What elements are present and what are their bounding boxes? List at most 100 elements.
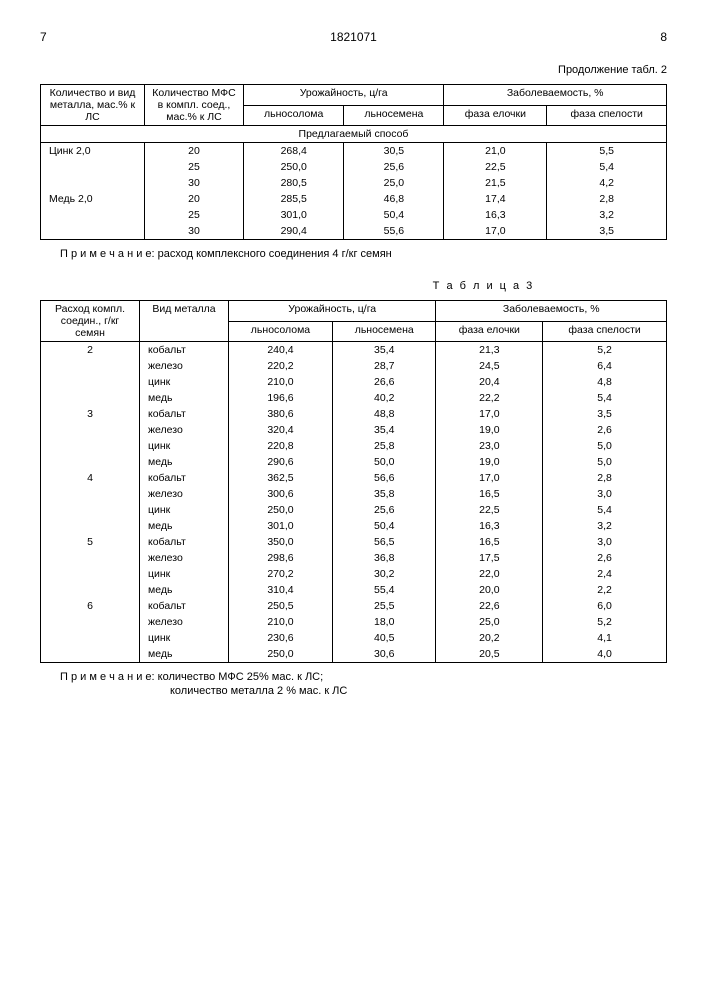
t3-y1: 220,8 <box>229 438 333 454</box>
t3-y1: 210,0 <box>229 614 333 630</box>
t3-d1: 16,3 <box>436 518 543 534</box>
t3-y2: 18,0 <box>332 614 435 630</box>
t3-rate <box>41 566 140 582</box>
t3-metal: железо <box>140 358 229 374</box>
t3-d2: 2,2 <box>543 582 667 598</box>
t3-d2: 5,0 <box>543 438 667 454</box>
t3-y1: 196,6 <box>229 390 333 406</box>
t3-rate: 6 <box>41 598 140 614</box>
t3-y2: 50,4 <box>332 518 435 534</box>
t3-metal: кобальт <box>140 406 229 422</box>
t3-rate <box>41 374 140 390</box>
t2-d1: 21,0 <box>444 143 547 160</box>
t3-h-d1: фаза елочки <box>436 321 543 342</box>
t3-y2: 48,8 <box>332 406 435 422</box>
t2-d2: 4,2 <box>547 175 667 191</box>
t3-d1: 16,5 <box>436 534 543 550</box>
t3-metal: цинк <box>140 502 229 518</box>
t2-mfs: 20 <box>145 191 244 207</box>
t3-metal: железо <box>140 614 229 630</box>
t2-mfs: 30 <box>145 175 244 191</box>
t3-rate: 4 <box>41 470 140 486</box>
t3-metal: цинк <box>140 374 229 390</box>
t3-d1: 23,0 <box>436 438 543 454</box>
t3-d1: 17,0 <box>436 406 543 422</box>
t3-rate <box>41 358 140 374</box>
t3-y1: 210,0 <box>229 374 333 390</box>
t3-d1: 22,2 <box>436 390 543 406</box>
t2-section: Предлагаемый способ <box>41 126 667 143</box>
t3-rate: 3 <box>41 406 140 422</box>
t2-y1: 280,5 <box>244 175 344 191</box>
t3-metal: медь <box>140 582 229 598</box>
t3-d2: 3,2 <box>543 518 667 534</box>
t3-rate <box>41 454 140 470</box>
t2-metal <box>41 223 145 240</box>
t2-h-col1: Количество и вид металла, мас.% к ЛС <box>41 85 145 126</box>
t2-d2: 5,4 <box>547 159 667 175</box>
t3-d2: 6,4 <box>543 358 667 374</box>
t3-h-y1: льносолома <box>229 321 333 342</box>
t2-y2: 55,6 <box>344 223 444 240</box>
t2-mfs: 30 <box>145 223 244 240</box>
t3-h-y2: льносемена <box>332 321 435 342</box>
t3-y2: 25,8 <box>332 438 435 454</box>
t2-d2: 5,5 <box>547 143 667 160</box>
t3-d1: 22,5 <box>436 502 543 518</box>
t3-d1: 20,2 <box>436 630 543 646</box>
t3-y2: 30,2 <box>332 566 435 582</box>
note-table3a: П р и м е ч а н и е: количество МФС 25% … <box>60 671 667 683</box>
doc-number: 1821071 <box>330 30 377 44</box>
t3-d1: 20,5 <box>436 646 543 663</box>
t3-d1: 17,0 <box>436 470 543 486</box>
t3-y1: 320,4 <box>229 422 333 438</box>
t2-d1: 17,4 <box>444 191 547 207</box>
t2-y1: 301,0 <box>244 207 344 223</box>
t3-rate <box>41 390 140 406</box>
t3-metal: кобальт <box>140 342 229 359</box>
t3-y1: 298,6 <box>229 550 333 566</box>
t3-d2: 5,2 <box>543 342 667 359</box>
t3-d1: 19,0 <box>436 454 543 470</box>
t2-metal <box>41 159 145 175</box>
t2-mfs: 20 <box>145 143 244 160</box>
t3-d1: 16,5 <box>436 486 543 502</box>
table3-title: Т а б л и ц а 3 <box>300 280 667 292</box>
t2-d1: 21,5 <box>444 175 547 191</box>
t3-metal: железо <box>140 422 229 438</box>
t3-y2: 35,4 <box>332 422 435 438</box>
t2-d2: 3,5 <box>547 223 667 240</box>
t3-rate <box>41 630 140 646</box>
t3-d1: 19,0 <box>436 422 543 438</box>
t3-y1: 310,4 <box>229 582 333 598</box>
t3-y1: 250,5 <box>229 598 333 614</box>
t2-h-disease: Заболеваемость, % <box>444 85 667 106</box>
t3-metal: цинк <box>140 630 229 646</box>
t3-d2: 2,6 <box>543 550 667 566</box>
t3-metal: цинк <box>140 438 229 454</box>
t3-d2: 5,4 <box>543 390 667 406</box>
t3-metal: кобальт <box>140 598 229 614</box>
t2-h-yield: Урожайность, ц/га <box>244 85 444 106</box>
t3-d2: 6,0 <box>543 598 667 614</box>
t2-y1: 290,4 <box>244 223 344 240</box>
t3-metal: медь <box>140 518 229 534</box>
t2-metal: Цинк 2,0 <box>41 143 145 160</box>
t2-y1: 250,0 <box>244 159 344 175</box>
t3-rate <box>41 422 140 438</box>
t3-rate <box>41 502 140 518</box>
t3-y1: 301,0 <box>229 518 333 534</box>
page-header: 7 1821071 8 <box>40 30 667 44</box>
t3-rate <box>41 438 140 454</box>
t3-y1: 230,6 <box>229 630 333 646</box>
t3-y2: 35,8 <box>332 486 435 502</box>
note-table3b: количество металла 2 % мас. к ЛС <box>170 685 667 697</box>
t3-metal: медь <box>140 646 229 663</box>
t3-metal: медь <box>140 390 229 406</box>
t3-h-disease: Заболеваемость, % <box>436 301 667 322</box>
page-num-left: 7 <box>40 30 47 44</box>
t3-y2: 40,5 <box>332 630 435 646</box>
t2-h-d1: фаза елочки <box>444 105 547 126</box>
t3-y1: 380,6 <box>229 406 333 422</box>
t3-y1: 220,2 <box>229 358 333 374</box>
